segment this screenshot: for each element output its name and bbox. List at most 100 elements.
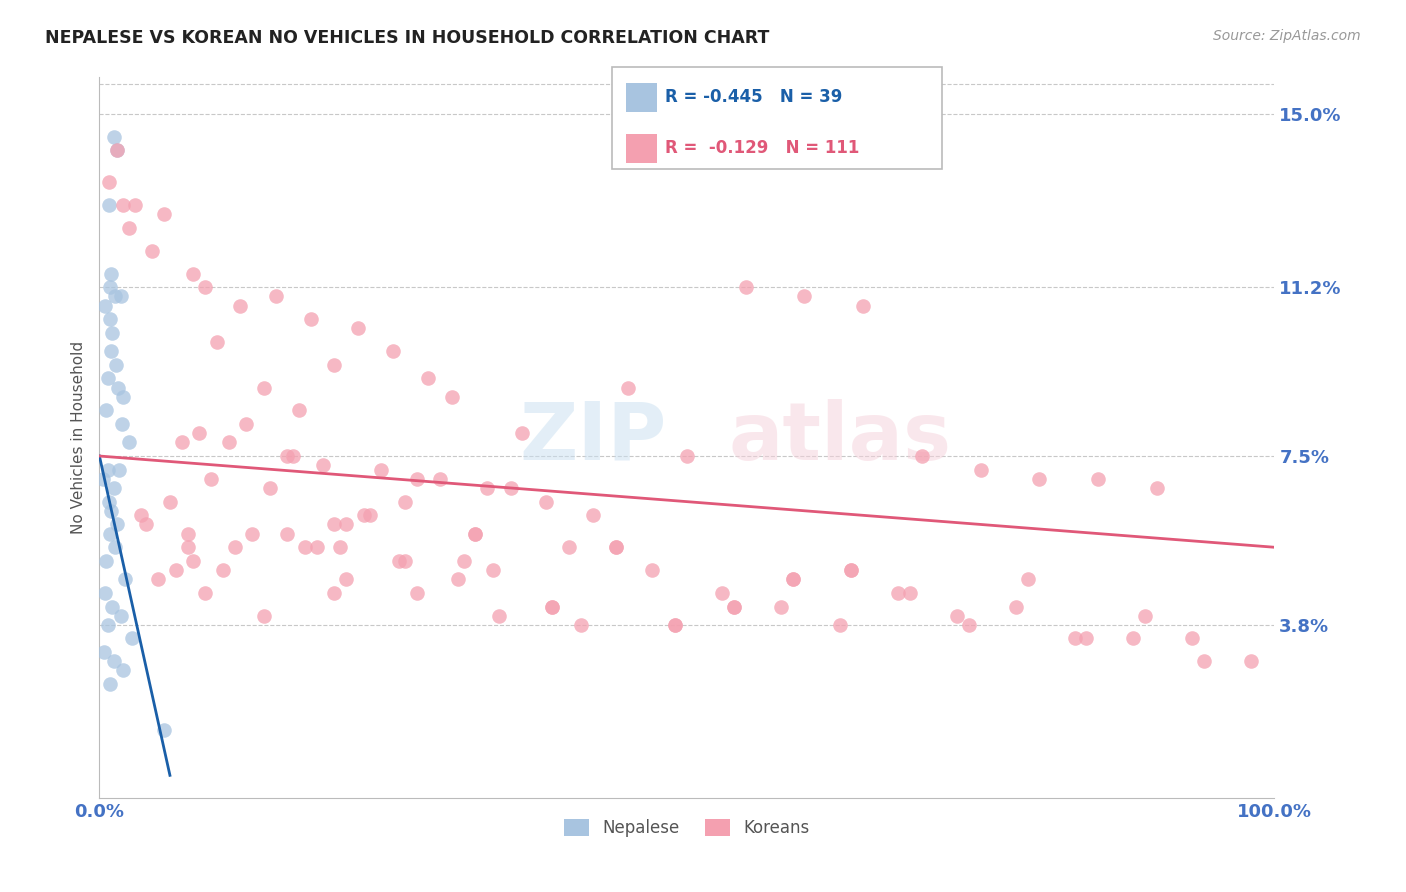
Point (405, 472, 427, 486)
Point (96, 554, 118, 568)
Point (329, 541, 352, 555)
Point (664, 617, 686, 632)
Point (235, 417, 257, 431)
Text: ZIP: ZIP (519, 399, 666, 477)
Point (229, 298, 252, 312)
Point (793, 289, 815, 303)
Point (782, 572, 804, 586)
Point (259, 481, 281, 495)
Point (188, 426, 211, 441)
Point (105, 517, 128, 532)
Point (617, 381, 640, 395)
Point (898, 586, 921, 600)
Point (91, 472, 114, 486)
Point (98, 526, 121, 541)
Text: R = -0.445   N = 39: R = -0.445 N = 39 (665, 87, 842, 105)
Point (98, 312, 121, 326)
Point (94, 298, 117, 312)
Point (194, 586, 217, 600)
Point (347, 321, 370, 335)
Point (540, 599, 562, 614)
Point (305, 541, 328, 555)
Point (558, 541, 581, 555)
Point (111, 198, 134, 212)
Point (96, 403, 118, 417)
Point (569, 617, 592, 632)
Point (176, 526, 198, 541)
Point (93, 645, 115, 659)
Point (782, 572, 804, 586)
Point (394, 554, 416, 568)
Point (323, 517, 346, 532)
Point (499, 481, 522, 495)
Point (98, 280, 121, 294)
Point (121, 632, 143, 646)
Point (1146, 481, 1168, 495)
Point (97, 198, 120, 212)
Point (605, 541, 627, 555)
Point (100, 267, 122, 281)
Point (512, 426, 534, 441)
Point (418, 371, 440, 385)
Point (170, 435, 193, 450)
Point (97, 494, 120, 508)
Point (111, 417, 134, 431)
Point (359, 508, 381, 523)
Point (253, 608, 276, 623)
Point (1240, 654, 1263, 668)
Point (104, 358, 127, 372)
Point (405, 586, 427, 600)
Point (294, 541, 316, 555)
Point (394, 494, 416, 508)
Point (111, 390, 134, 404)
Point (335, 572, 357, 586)
Point (114, 572, 136, 586)
Point (276, 526, 298, 541)
Point (211, 563, 233, 577)
Point (200, 472, 222, 486)
Point (323, 586, 346, 600)
Point (110, 608, 132, 623)
Point (100, 344, 122, 359)
Point (118, 221, 141, 235)
Point (605, 541, 627, 555)
Point (969, 463, 991, 477)
Point (769, 599, 792, 614)
Point (723, 599, 745, 614)
Point (946, 608, 969, 623)
Point (335, 517, 357, 532)
Point (253, 381, 276, 395)
Point (105, 144, 128, 158)
Point (447, 572, 470, 586)
Point (105, 144, 128, 158)
Point (453, 554, 475, 568)
Point (1133, 608, 1156, 623)
Point (218, 435, 240, 450)
Point (641, 563, 664, 577)
Point (852, 298, 875, 312)
Point (108, 463, 131, 477)
Point (323, 358, 346, 372)
Point (288, 403, 311, 417)
Point (676, 449, 699, 463)
Point (464, 526, 486, 541)
Point (97, 371, 120, 385)
Point (101, 326, 124, 340)
Point (141, 244, 163, 258)
Legend: Nepalese, Koreans: Nepalese, Koreans (558, 813, 815, 844)
Point (165, 563, 187, 577)
Point (382, 344, 405, 359)
Point (711, 586, 734, 600)
Point (957, 617, 980, 632)
Point (94, 586, 117, 600)
Point (1017, 572, 1039, 586)
Point (176, 541, 198, 555)
Point (841, 563, 863, 577)
Point (100, 504, 122, 518)
Point (97, 617, 120, 632)
Point (464, 526, 486, 541)
Point (1181, 632, 1204, 646)
Point (440, 390, 463, 404)
Point (264, 289, 287, 303)
Point (97, 175, 120, 189)
